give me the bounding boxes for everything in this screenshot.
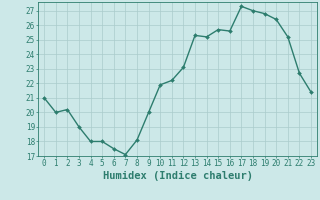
X-axis label: Humidex (Indice chaleur): Humidex (Indice chaleur) [103, 171, 252, 181]
